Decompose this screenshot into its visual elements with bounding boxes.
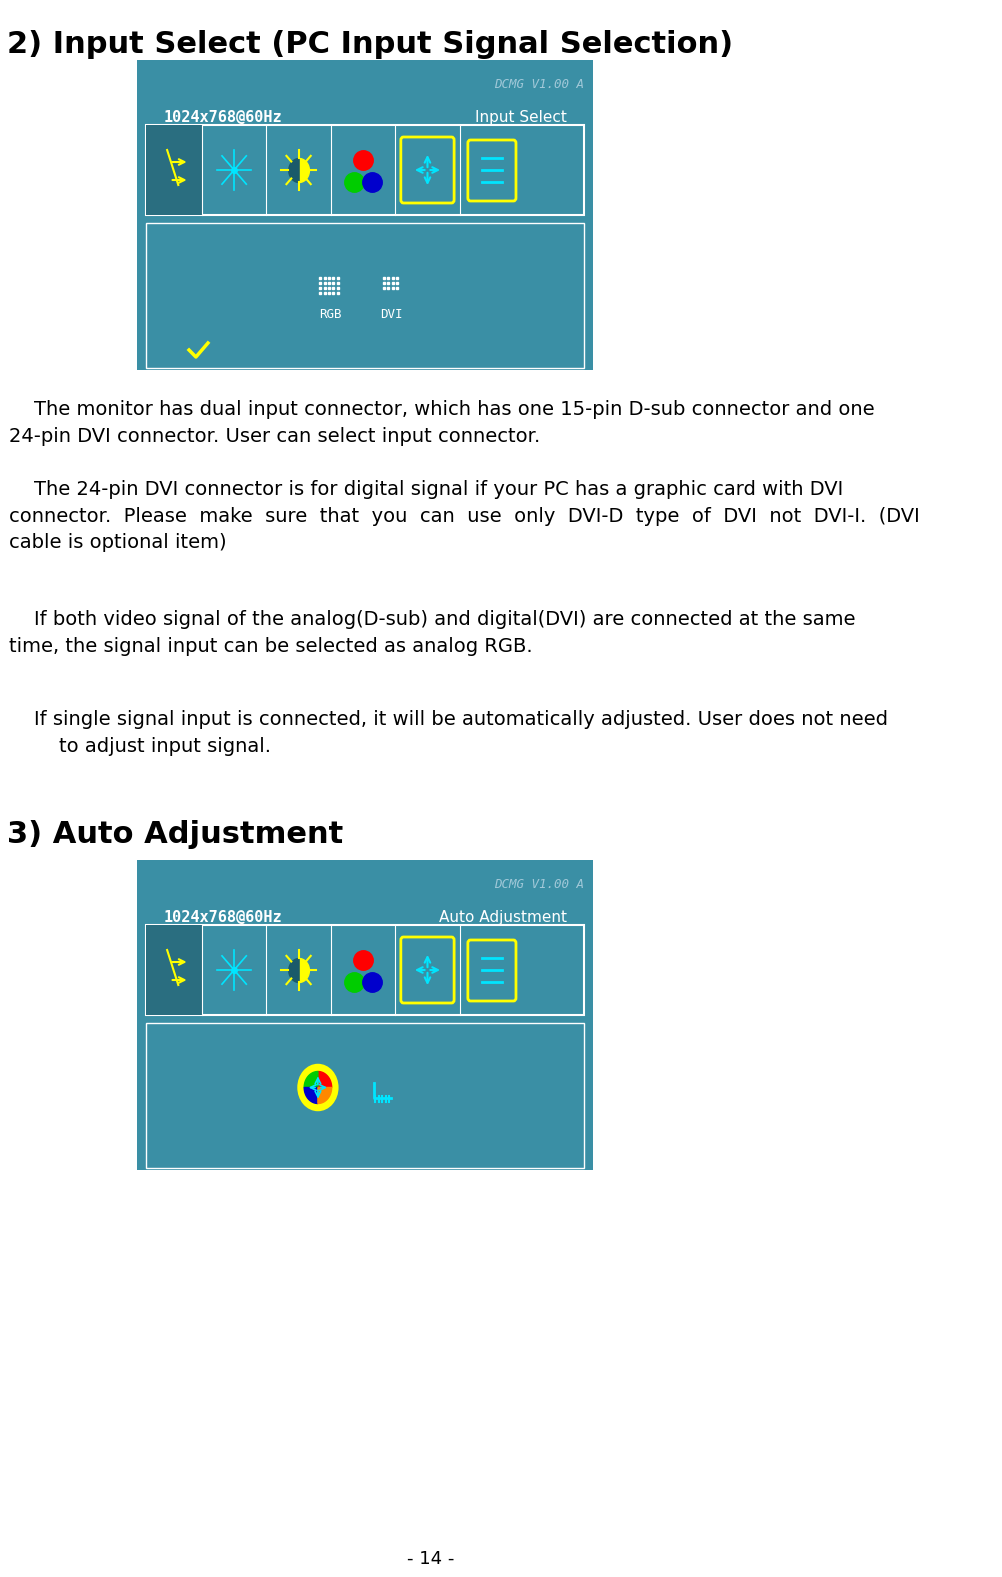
- FancyBboxPatch shape: [137, 60, 592, 371]
- Bar: [146, 125, 201, 214]
- Text: 1024x768@60Hz: 1024x768@60Hz: [163, 910, 282, 926]
- Polygon shape: [304, 1071, 318, 1088]
- Polygon shape: [318, 1071, 332, 1088]
- Polygon shape: [304, 1088, 318, 1104]
- Bar: [146, 222, 584, 367]
- FancyBboxPatch shape: [137, 859, 592, 1170]
- Text: If both video signal of the analog(D-sub) and digital(DVI) are connected at the : If both video signal of the analog(D-sub…: [9, 610, 855, 656]
- Circle shape: [299, 1066, 337, 1110]
- Text: DCMG V1.00 A: DCMG V1.00 A: [494, 77, 584, 91]
- Text: 3) Auto Adjustment: 3) Auto Adjustment: [7, 820, 343, 848]
- Polygon shape: [318, 1088, 332, 1104]
- Text: 2) Input Select (PC Input Signal Selection): 2) Input Select (PC Input Signal Selecti…: [7, 30, 732, 58]
- Text: Input Select: Input Select: [475, 110, 566, 125]
- Text: DVI: DVI: [380, 308, 402, 320]
- Text: If single signal input is connected, it will be automatically adjusted. User doe: If single signal input is connected, it …: [9, 710, 887, 755]
- Text: The monitor has dual input connector, which has one 15-pin D-sub connector and o: The monitor has dual input connector, wh…: [9, 401, 874, 445]
- Text: DCMG V1.00 A: DCMG V1.00 A: [494, 878, 584, 891]
- Bar: [146, 926, 201, 1016]
- Text: RGB: RGB: [320, 308, 342, 320]
- Text: - 14 -: - 14 -: [407, 1550, 454, 1568]
- Text: The 24-pin DVI connector is for digital signal if your PC has a graphic card wit: The 24-pin DVI connector is for digital …: [9, 479, 919, 552]
- Text: 1024x768@60Hz: 1024x768@60Hz: [163, 110, 282, 125]
- Text: Auto Adjustment: Auto Adjustment: [439, 910, 566, 926]
- Bar: [146, 125, 584, 214]
- Bar: [146, 926, 584, 1016]
- Bar: [146, 1023, 584, 1169]
